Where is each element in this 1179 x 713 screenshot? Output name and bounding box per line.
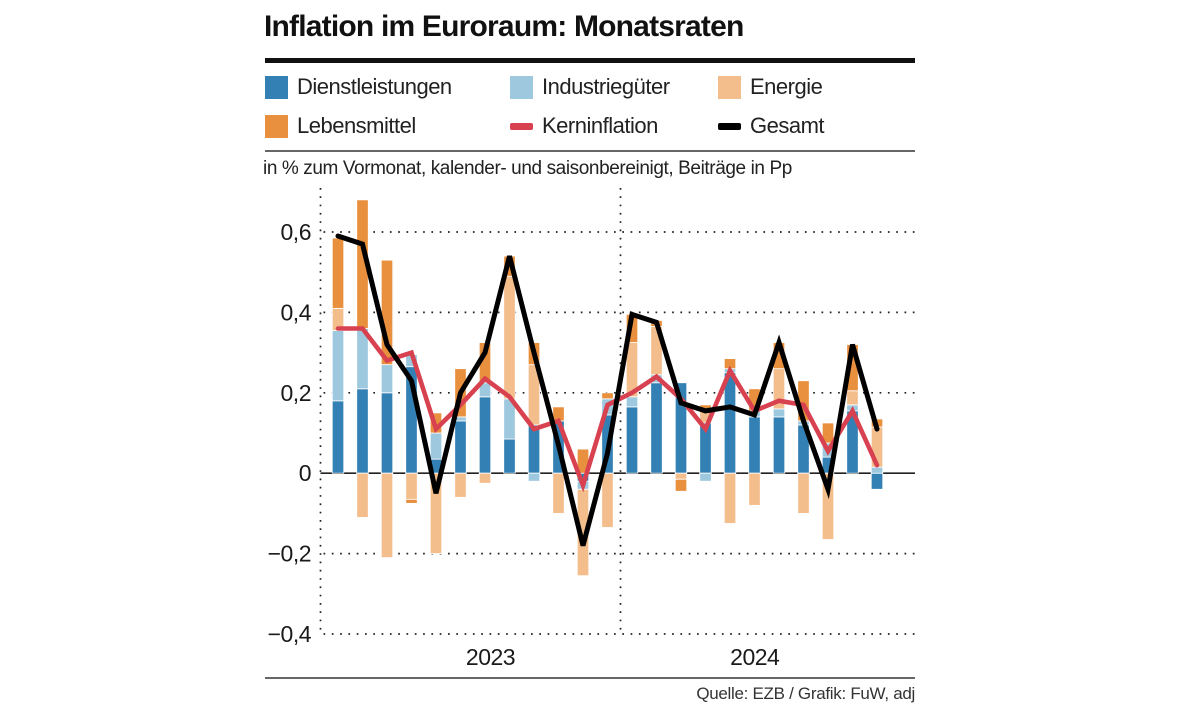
chart-subtitle: in % zum Vormonat, kalender- und saisonb… (263, 158, 792, 179)
bar-segment-dienstleistungen-Mai24 (723, 372, 737, 474)
bar-segment-energie-Jun23 (454, 472, 467, 498)
y-tick-label: −0,2 (268, 541, 311, 567)
energie-swatch-icon (718, 75, 741, 99)
page-title: Inflation im Euroraum: Monatsraten (264, 10, 744, 43)
bar-segment-energie-Apr23 (405, 472, 418, 500)
bar-segment-dienstleistungen-Sep23 (527, 424, 541, 474)
bar-segment-energie-Jul23 (478, 472, 492, 484)
bar-segment-lebensmittel-Jan23 (331, 237, 345, 309)
bar-segment-energie-Aug23 (503, 275, 516, 400)
bar-segment-dienstleistungen-Jun23 (454, 420, 467, 474)
legend-label: Kerninflation (542, 113, 658, 138)
bar-segment-energie-Mär23 (380, 472, 394, 559)
y-tick-label: −0,4 (268, 621, 312, 647)
legend-label: Dienstleistungen (297, 74, 452, 99)
bar-segment-dienstleistungen-Feb24 (650, 382, 663, 474)
y-tick-label: 0 (299, 460, 311, 486)
bar-segment-industriegüter-Mai23 (429, 432, 443, 460)
bar-segment-industriegüter-Jan23 (331, 330, 345, 402)
dienstleistungen-swatch-icon (265, 75, 288, 99)
bar-segment-lebensmittel-Mär24 (674, 478, 688, 492)
title-rule (265, 58, 915, 63)
bar-segment-energie-Feb23 (356, 472, 369, 518)
bar-segment-lebensmittel-Apr23 (405, 498, 418, 504)
lebensmittel-swatch-icon (265, 114, 288, 138)
bar-segment-energie-Okt24 (846, 390, 859, 406)
bar-segment-energie-Mai24 (723, 472, 737, 524)
legend-item-dienstleistungen: Dienstleistungen (265, 74, 452, 100)
bar-segment-energie-Mai23 (429, 472, 443, 555)
bar-segment-dienstleistungen-Jul23 (478, 396, 492, 474)
bar-segment-dienstleistungen-Jul24 (772, 416, 786, 474)
bar-segment-energie-Mär24 (674, 472, 688, 480)
bar-segment-dienstleistungen-Aug23 (503, 438, 516, 474)
kerninflation-line (335, 326, 880, 493)
subtitle-rule (265, 150, 915, 152)
bar-segment-dienstleistungen-Nov24 (870, 472, 884, 490)
bar-segment-dienstleistungen-Jan23 (331, 400, 345, 474)
bar-segment-industriegüter-Nov24 (870, 466, 884, 474)
bar-segment-industriegüter-Sep23 (527, 472, 541, 482)
bar-segment-dienstleistungen-Mär23 (380, 392, 394, 474)
legend-label: Gesamt (750, 113, 825, 138)
bar-segment-energie-Jun24 (748, 472, 761, 506)
industrieguter-swatch-icon (510, 75, 533, 99)
bar-segment-energie-Okt23 (552, 472, 565, 514)
bar-segment-dienstleistungen-Jan24 (625, 406, 639, 474)
legend-item-industrieguter: Industriegüter (510, 74, 670, 100)
x-year-label-2023: 2023 (466, 644, 515, 670)
bar-segment-dienstleistungen-Feb23 (356, 388, 369, 474)
bar-segment-lebensmittel-Sep24 (821, 422, 835, 444)
bar-segment-industriegüter-Apr24 (699, 472, 712, 482)
bar-segment-industriegüter-Jan24 (625, 396, 639, 408)
legend-item-kerninflation: Kerninflation (510, 113, 658, 139)
legend-item-lebensmittel: Lebensmittel (265, 113, 416, 139)
bar-segment-lebensmittel-Dez23 (601, 392, 614, 400)
gesamt-line-swatch-icon (718, 122, 741, 130)
bottom-rule (265, 677, 915, 679)
bar-segment-industriegüter-Jul24 (772, 408, 786, 418)
y-tick-label: 0,4 (281, 299, 312, 325)
legend-label: Lebensmittel (297, 113, 416, 138)
bar-segment-energie-Aug24 (797, 472, 810, 514)
bar-segment-energie-Dez23 (601, 472, 614, 528)
bar-segment-energie-Sep24 (821, 472, 835, 540)
gesamt-line (335, 233, 880, 547)
bar-segment-industriegüter-Mär23 (380, 364, 394, 394)
y-tick-label: 0,2 (281, 380, 311, 406)
legend-item-gesamt: Gesamt (718, 113, 825, 139)
legend-label: Energie (750, 74, 823, 99)
x-year-label-2024: 2024 (730, 644, 780, 670)
bar-segment-dienstleistungen-Jun24 (748, 416, 761, 474)
kerninflation-line-swatch-icon (510, 122, 533, 130)
source-credit: Quelle: EZB / Grafik: FuW, adj (696, 684, 915, 703)
legend-label: Industriegüter (542, 74, 670, 99)
legend-item-energie: Energie (718, 74, 823, 100)
y-tick-label: 0,6 (281, 219, 311, 245)
